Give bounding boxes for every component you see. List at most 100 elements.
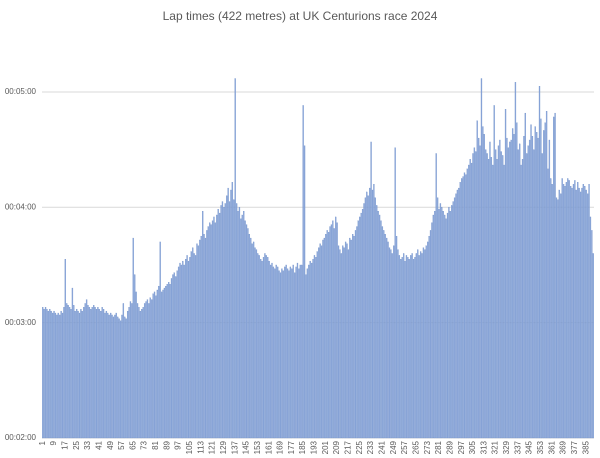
bar — [66, 303, 68, 439]
bar — [432, 214, 434, 439]
bar — [548, 139, 551, 439]
bar — [482, 126, 484, 439]
y-tick-label: 00:04:00 — [5, 202, 37, 211]
bar — [427, 241, 429, 439]
bar — [493, 105, 495, 439]
bar — [349, 237, 351, 439]
bar — [486, 153, 488, 439]
bar — [357, 220, 359, 439]
bar — [131, 303, 133, 439]
bar — [346, 243, 348, 439]
bar — [386, 237, 388, 439]
bar — [143, 303, 146, 439]
bar — [465, 174, 467, 439]
bar — [557, 199, 559, 439]
bar — [267, 257, 269, 439]
bar — [419, 251, 422, 439]
x-tick-label: 49 — [106, 440, 115, 449]
bar — [455, 193, 457, 439]
bar — [241, 214, 243, 439]
bar — [361, 209, 364, 439]
bar — [186, 255, 188, 439]
bar — [364, 197, 367, 439]
bar — [260, 259, 262, 439]
x-tick-label: 297 — [457, 440, 466, 454]
bar — [206, 230, 208, 439]
bar — [565, 182, 568, 439]
bar — [352, 234, 354, 439]
bar — [294, 272, 296, 439]
bar — [402, 253, 405, 439]
bar — [586, 193, 589, 439]
x-tick-label: 57 — [117, 440, 126, 449]
bar — [336, 222, 338, 439]
bar — [202, 210, 204, 439]
bar — [466, 168, 468, 439]
bar — [217, 209, 219, 439]
bar — [237, 210, 239, 439]
bar — [115, 312, 117, 439]
bar — [476, 120, 478, 439]
x-tick-label: 81 — [151, 440, 160, 449]
bar — [138, 307, 140, 439]
bar — [189, 257, 191, 439]
bar — [523, 136, 525, 439]
bar — [329, 226, 331, 439]
bar — [446, 212, 449, 439]
bar — [449, 210, 451, 439]
bar — [429, 230, 432, 439]
x-tick-label: 177 — [287, 440, 296, 454]
bar — [394, 147, 396, 439]
bar — [235, 203, 238, 439]
bar — [574, 180, 576, 439]
bar — [308, 264, 310, 439]
bar — [90, 309, 92, 439]
bar — [335, 216, 337, 439]
bar — [247, 228, 249, 439]
bar — [53, 310, 55, 439]
bar — [233, 199, 235, 439]
bar — [224, 203, 226, 439]
bar — [44, 307, 47, 439]
bar — [83, 307, 85, 439]
bar — [503, 164, 505, 439]
bar — [436, 197, 439, 439]
bar — [359, 216, 361, 439]
bar — [452, 201, 454, 439]
bar — [325, 234, 327, 439]
bar — [221, 201, 224, 439]
bar — [461, 178, 463, 439]
bar — [527, 145, 529, 439]
x-tick-label: 257 — [400, 440, 409, 454]
bar — [534, 126, 536, 439]
bar — [112, 316, 115, 439]
x-tick-label: 129 — [219, 440, 228, 454]
bar — [100, 310, 102, 439]
bar — [299, 264, 301, 439]
bar — [108, 314, 110, 439]
bar — [47, 310, 50, 439]
bar — [506, 137, 508, 439]
bar — [104, 312, 106, 439]
bar — [305, 274, 307, 439]
bar — [435, 153, 437, 439]
x-tick-label: 137 — [230, 440, 239, 454]
bar — [572, 184, 575, 439]
bar — [444, 214, 446, 439]
x-tick-label: 169 — [276, 440, 285, 454]
y-tick-label: 00:05:00 — [5, 87, 37, 96]
x-tick-label: 153 — [253, 440, 262, 454]
bar — [369, 187, 371, 439]
bar — [412, 259, 415, 439]
bar — [384, 234, 386, 439]
bar — [584, 186, 586, 439]
bar — [172, 274, 174, 439]
bar — [175, 276, 177, 439]
bar — [168, 282, 170, 439]
bar — [210, 224, 212, 439]
bar — [347, 249, 350, 439]
bar — [94, 307, 96, 439]
bar — [473, 147, 476, 439]
bar — [424, 249, 426, 439]
bar — [110, 312, 112, 439]
